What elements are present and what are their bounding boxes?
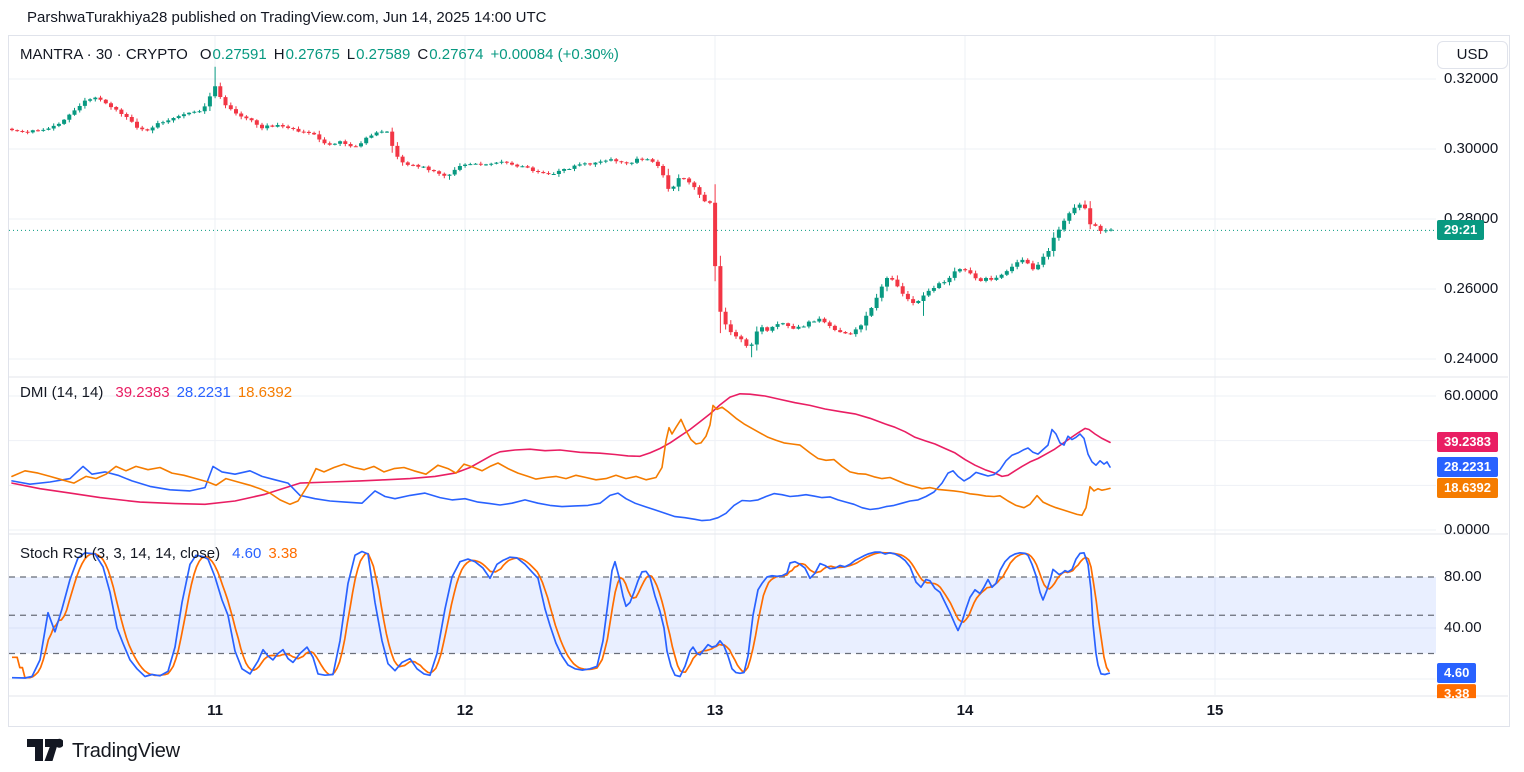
close-label: C (417, 46, 429, 63)
time-label-15: 15 (1206, 702, 1224, 719)
time-label-11: 11 (207, 702, 223, 719)
stoch-lines (11, 550, 1111, 679)
high-label: H (273, 46, 285, 63)
close-value: 0.27674 (429, 46, 484, 63)
price-axis-label: 0.32000 (1444, 70, 1499, 87)
dmi-axis-label: 0.0000 (1444, 521, 1490, 538)
low-label: L (346, 46, 356, 63)
symbol-legend: MANTRA · 30 · CRYPTO O0.27591 H0.27675 L0.2… (20, 46, 626, 63)
change-value: +0.00084 (+0.30%) (490, 46, 619, 63)
candles (10, 66, 1113, 358)
dmi-axis-label: 60.0000 (1444, 387, 1499, 404)
attribution-text: ParshwaTurakhiya28 published on TradingV… (27, 9, 547, 26)
dmi-title: DMI (14, 14) (20, 384, 104, 401)
dmi-minusdi-value: 18.6392 (237, 384, 293, 401)
tradingview-link[interactable]: TradingView (26, 738, 180, 765)
stoch-axis-label: 80.00 (1444, 568, 1482, 585)
dmi-adx-badge: 39.2383 (1437, 432, 1498, 453)
price-axis-label: 0.24000 (1444, 350, 1499, 367)
dmi-legend: DMI (14, 14) 39.2383 28.2231 18.6392 (20, 384, 299, 401)
dmi-plusdi-badge: 28.2231 (1437, 456, 1498, 477)
dmi-plusdi-value: 28.2231 (176, 384, 231, 401)
tradingview-logo-icon (27, 738, 63, 761)
low-value: 0.27589 (356, 46, 411, 63)
time-label-13: 13 (706, 702, 724, 719)
stoch-k-value: 4.60 (232, 545, 262, 562)
chart-widget (8, 35, 1510, 727)
price-axis-label: 0.30000 (1444, 140, 1499, 157)
stoch-title: Stoch RSI (3, 3, 14, 14, close) (20, 545, 221, 562)
stoch-d-badge: 3.38 (1437, 684, 1477, 699)
price-pane[interactable] (9, 36, 1436, 377)
stoch-k-badge: 4.60 (1437, 663, 1477, 684)
dmi-adx-value: 39.2383 (115, 384, 170, 401)
dmi-lines (11, 393, 1111, 522)
dmi-minusdi-badge: 18.6392 (1437, 478, 1498, 499)
open-label: O (199, 46, 212, 63)
time-label-14: 14 (956, 702, 974, 719)
open-value: 0.27591 (212, 46, 267, 63)
currency-button[interactable]: USD (1437, 41, 1508, 69)
stoch-axis-label: 40.00 (1444, 619, 1482, 636)
tradingview-wordmark: TradingView (72, 740, 180, 762)
symbol-title: MANTRA · 30 · CRYPTO (20, 46, 188, 63)
stoch-legend: Stoch RSI (3, 3, 14, 14, close) 4.60 3.38 (20, 545, 305, 562)
time-label-12: 12 (456, 702, 474, 719)
high-value: 0.27675 (285, 46, 340, 63)
stoch-d-value: 3.38 (268, 545, 298, 562)
countdown-badge: 29:21 (1437, 220, 1485, 241)
price-axis-label: 0.26000 (1444, 280, 1499, 297)
gridlines (9, 36, 1508, 697)
